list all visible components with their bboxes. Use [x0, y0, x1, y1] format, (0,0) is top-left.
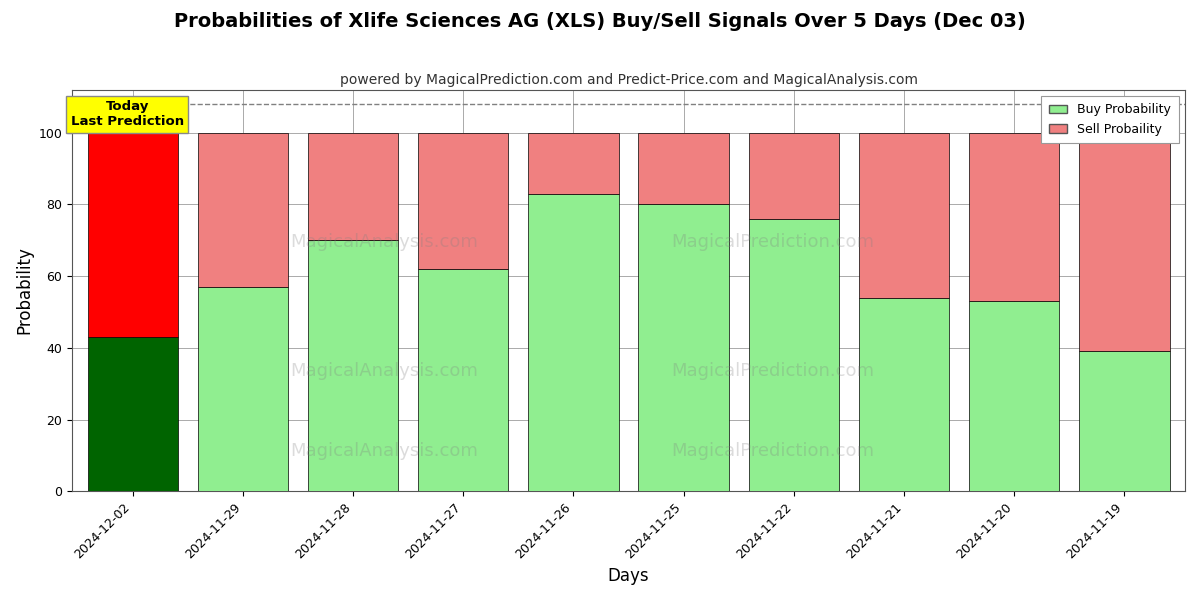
- Bar: [859, 298, 949, 491]
- Bar: [308, 133, 398, 240]
- Bar: [198, 133, 288, 287]
- Bar: [638, 133, 728, 205]
- X-axis label: Days: Days: [607, 567, 649, 585]
- Bar: [1079, 133, 1170, 352]
- Y-axis label: Probability: Probability: [16, 247, 34, 334]
- Bar: [88, 133, 178, 337]
- Bar: [418, 133, 509, 269]
- Bar: [749, 219, 839, 491]
- Bar: [749, 133, 839, 219]
- Text: MagicalAnalysis.com: MagicalAnalysis.com: [290, 442, 478, 460]
- Bar: [88, 337, 178, 491]
- Bar: [859, 133, 949, 298]
- Bar: [528, 194, 619, 491]
- Text: MagicalPrediction.com: MagicalPrediction.com: [672, 442, 875, 460]
- Text: MagicalAnalysis.com: MagicalAnalysis.com: [290, 233, 478, 251]
- Bar: [1079, 352, 1170, 491]
- Bar: [308, 240, 398, 491]
- Title: powered by MagicalPrediction.com and Predict-Price.com and MagicalAnalysis.com: powered by MagicalPrediction.com and Pre…: [340, 73, 918, 87]
- Text: Probabilities of Xlife Sciences AG (XLS) Buy/Sell Signals Over 5 Days (Dec 03): Probabilities of Xlife Sciences AG (XLS)…: [174, 12, 1026, 31]
- Bar: [528, 133, 619, 194]
- Text: MagicalPrediction.com: MagicalPrediction.com: [672, 233, 875, 251]
- Bar: [418, 269, 509, 491]
- Bar: [970, 133, 1060, 301]
- Text: Today
Last Prediction: Today Last Prediction: [71, 100, 184, 128]
- Text: MagicalAnalysis.com: MagicalAnalysis.com: [290, 362, 478, 380]
- Legend: Buy Probability, Sell Probaility: Buy Probability, Sell Probaility: [1042, 96, 1178, 143]
- Bar: [970, 301, 1060, 491]
- Text: MagicalPrediction.com: MagicalPrediction.com: [672, 362, 875, 380]
- Bar: [198, 287, 288, 491]
- Bar: [638, 205, 728, 491]
